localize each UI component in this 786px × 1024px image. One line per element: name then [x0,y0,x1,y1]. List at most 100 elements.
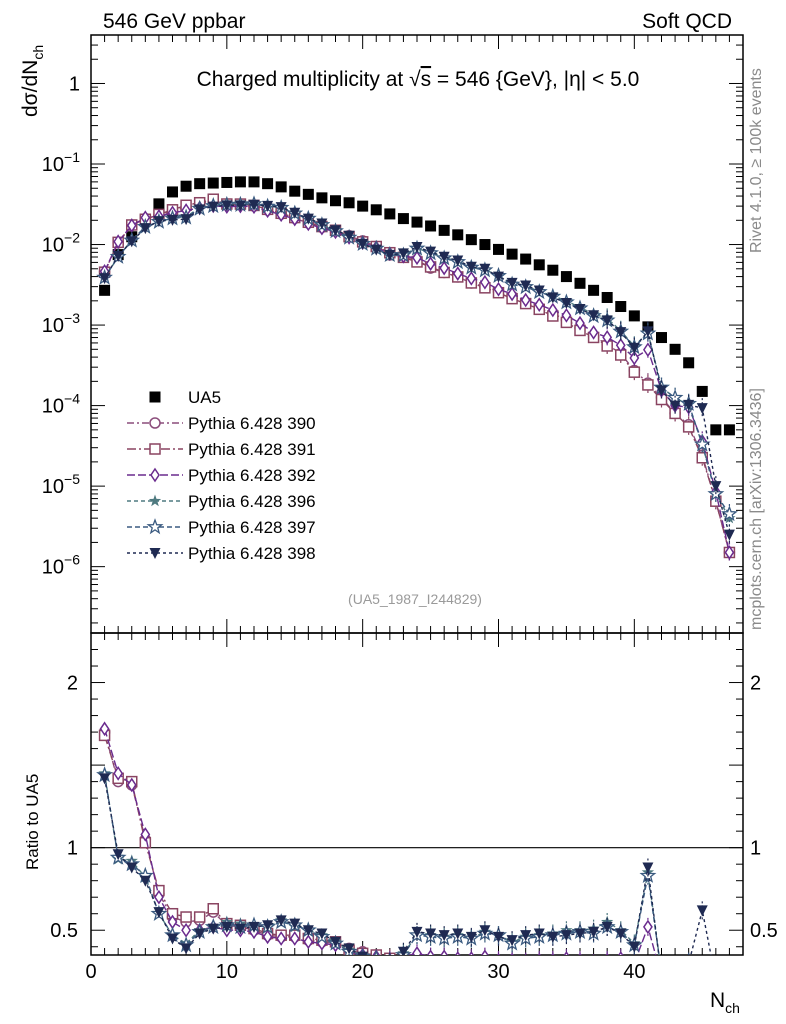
series-point-398 [411,242,423,254]
ratio-point-398 [112,849,124,861]
legend-label-ua5: UA5 [188,388,221,407]
ua5-data-point [560,271,572,283]
ua5-data-point [370,204,382,216]
title-prefix: Charged multiplicity at [197,68,409,91]
ratio-point-392 [126,777,137,793]
sqrt-sign: √ [409,68,421,91]
ratio-point-398 [520,930,532,942]
ratio-point-398 [221,921,233,933]
series-point-398 [262,200,274,212]
series-point-391 [628,366,641,378]
series-point-398 [656,385,667,397]
ratio-point-392 [140,827,151,842]
series-point-398 [493,271,504,283]
ratio-point-392 [99,721,110,737]
legend-label-396: Pythia 6.428 396 [188,492,316,511]
header-right: Soft QCD [642,10,732,33]
series-point-398 [99,273,111,285]
series-point-398 [452,255,464,267]
legend-marker-391 [149,443,161,455]
ua5-data-point [438,224,450,236]
series-point-398 [112,251,124,263]
legend-marker-396 [148,494,162,507]
ua5-data-point [520,253,532,265]
side-text-top: Rivet 4.1.0, ≥ 100k events [748,68,765,253]
ratio-point-398 [574,928,586,940]
series-point-398 [180,214,192,226]
ratio-point-398 [370,954,382,955]
ratio-point-398 [588,926,600,938]
ua5-data-point [465,234,477,246]
ua5-data-point [723,424,735,436]
x-tick-label: 0 [85,961,96,983]
x-axis-label-main: N [710,989,725,1012]
header-left: 546 GeV ppbar [103,10,245,33]
ratio-point-391 [193,911,206,923]
series-point-398 [370,244,382,256]
title-suffix: = 546 {GeV}, |η| < 5.0 [431,68,639,91]
series-point-397 [720,505,738,522]
series-point-398 [397,248,409,260]
ratio-point-398 [696,905,708,917]
series-point-398 [628,342,640,354]
ratio-axis-label: Ratio to UA5 [23,774,42,870]
series-point-398 [330,225,341,237]
series-point-392 [629,350,640,366]
reference-label: (UA5_1987_I244829) [348,591,482,607]
ua5-data-point [289,185,301,197]
ratio-point-398 [99,773,111,785]
legend: UA5 Pythia 6.428 390 Pythia 6.428 391 Pythi… [127,388,316,563]
ratio-point-398 [180,943,192,955]
ratio-tick-label-right: 1 [750,838,761,860]
ratio-point-398 [153,907,165,919]
ratio-point-398 [438,930,450,942]
ua5-data-point [696,385,708,397]
ratio-point-398 [425,928,437,940]
ratio-point-398 [397,946,409,955]
ratio-point-392 [496,952,501,955]
ua5-data-point [425,220,437,232]
series-point-392 [452,266,463,281]
ua5-data-point [547,264,559,276]
main-plot-series [96,176,738,563]
ua5-data-point [316,192,328,204]
side-text-bottom: mcplots.cern.ch [arXiv:1306.3436] [748,388,765,630]
series-point-398 [167,214,178,226]
ratio-point-398 [126,862,138,874]
series-point-391 [682,421,695,433]
y-tick-exponent: −5 [64,471,80,487]
ratio-point-397 [374,949,379,955]
ratio-point-392 [643,919,653,935]
ratio-point-398 [493,931,504,943]
ua5-data-point [656,332,667,344]
title-sqrt-arg: s [421,68,432,91]
y-tick-exponent: −2 [64,230,80,246]
ratio-point-398 [139,875,151,887]
ratio-point-398 [343,943,355,955]
ratio-point-398 [479,925,491,937]
main-title: Charged multiplicity at √s = 546 {GeV}, … [197,68,640,91]
series-point-398 [506,277,518,289]
y-tick-label: 10−3 [42,310,80,337]
ratio-point-392 [412,945,422,955]
ua5-data-point [628,310,640,322]
ratio-plot-series [96,721,712,955]
y-tick-label: 10−2 [42,230,80,257]
series-point-392 [643,342,653,358]
series-point-398 [248,199,260,211]
series-point-392 [602,329,613,345]
x-axis-label-sub: ch [725,1000,740,1016]
ua5-data-point [167,186,178,198]
ratio-point-392 [303,934,314,950]
ua5-data-point [669,343,681,355]
ratio-tick-label-right: 0.5 [750,920,778,942]
series-point-392 [615,337,626,353]
series-point-398 [642,326,654,338]
ratio-point-392 [481,949,489,955]
x-axis-label: Nch [710,989,740,1016]
ratio-point-398 [330,936,341,948]
y-tick-label: 10−1 [42,149,80,176]
y-axis-label-main: dσ/dN [19,60,42,117]
ratio-tick-label-left: 2 [67,673,78,695]
